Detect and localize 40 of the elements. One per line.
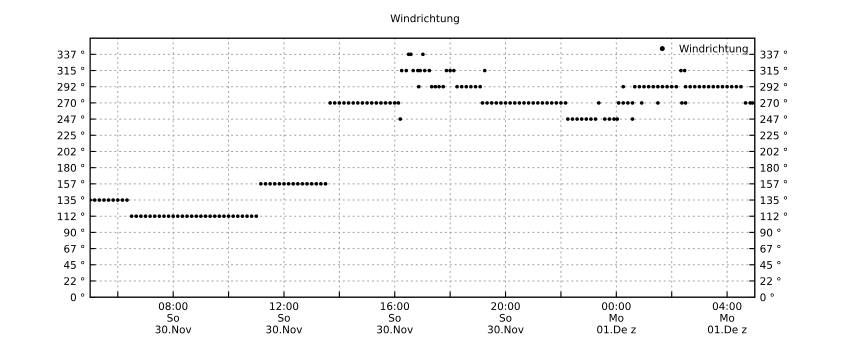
y2-tick-label: 247 ° (58, 115, 84, 124)
y-tick-label: 135 ° (760, 196, 788, 204)
y-tick-label: 0 ° (760, 293, 774, 302)
y-tick-label: 337 ° (760, 50, 788, 58)
y-tick-label: 180 ° (760, 164, 788, 172)
y-tick-label: 67 ° (760, 244, 780, 253)
x-tick-label: 04:00 Mo 01.De z (708, 302, 747, 334)
y-tick-label: 157 ° (760, 180, 788, 188)
y2-tick-label: 225 ° (58, 132, 84, 140)
y2-tick-label: 0 ° (70, 293, 84, 302)
y-tick-label: 315 ° (760, 66, 788, 75)
y-tick-label: 202 ° (760, 148, 788, 156)
legend-label: Windrichtung (679, 44, 748, 54)
y-tick-label: 270 ° (760, 99, 788, 108)
y-tick-label: 292 ° (760, 82, 788, 91)
y2-tick-label: 292 ° (58, 82, 84, 91)
y2-tick-label: 270 ° (58, 99, 84, 108)
y2-tick-label: 135 ° (58, 196, 84, 204)
y-tick-label: 22 ° (760, 277, 780, 285)
x-tick-label: 00:00 Mo 01.De z (597, 302, 636, 334)
x-tick-label: 08:00 So 30.Nov (156, 302, 192, 334)
y2-tick-label: 315 ° (58, 66, 84, 75)
chart-title: Windrichtung (390, 14, 459, 24)
y2-tick-label: 337 ° (58, 50, 84, 58)
x-tick-label: 16:00 So 30.Nov (377, 302, 413, 334)
y2-tick-label: 202 ° (58, 148, 84, 156)
y2-tick-label: 180 ° (58, 164, 84, 172)
y-tick-label: 45 ° (760, 261, 780, 269)
y2-tick-label: 90 ° (64, 228, 84, 237)
y2-tick-label: 22 ° (64, 277, 84, 285)
y-tick-label: 225 ° (760, 132, 788, 140)
y-tick-label: 247 ° (760, 115, 788, 124)
y2-tick-label: 67 ° (64, 244, 84, 253)
y-tick-label: 112 ° (760, 212, 788, 220)
y-tick-label: 90 ° (760, 228, 780, 237)
x-tick-label: 12:00 So 30.Nov (266, 302, 302, 334)
y2-tick-label: 157 ° (58, 180, 84, 188)
y2-tick-label: 112 ° (58, 212, 84, 220)
y2-tick-label: 45 ° (64, 261, 84, 269)
x-tick-label: 20:00 So 30.Nov (488, 302, 524, 334)
